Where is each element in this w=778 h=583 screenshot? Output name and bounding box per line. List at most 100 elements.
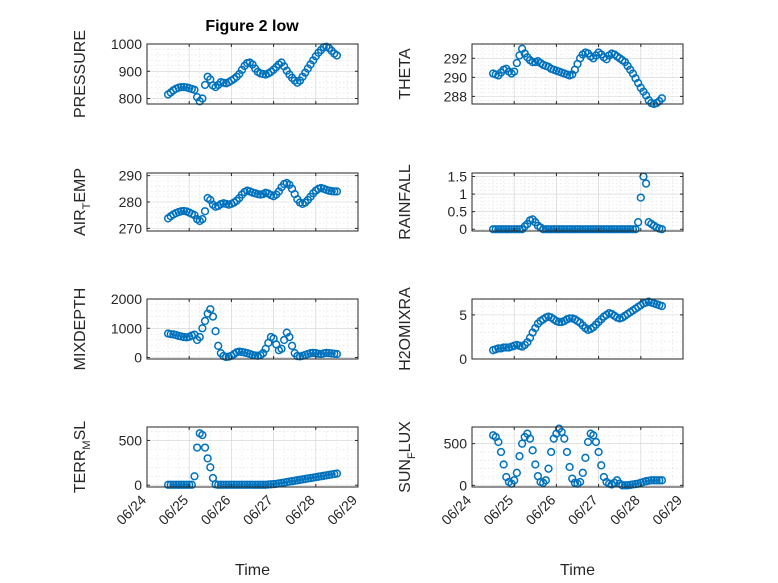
data-point — [507, 225, 516, 234]
y-tick-label: 280 — [119, 194, 143, 210]
data-point — [541, 225, 550, 234]
data-point — [332, 469, 342, 478]
data-point — [657, 301, 667, 311]
data-point — [620, 481, 630, 490]
x-tick-label: 06/27 — [240, 492, 276, 528]
data-point — [589, 225, 598, 234]
data-point — [578, 225, 587, 234]
x-tick-label: 06/25 — [480, 492, 516, 528]
x-tick-label: 06/29 — [324, 492, 360, 528]
data-point — [565, 314, 574, 323]
data-point — [229, 480, 239, 489]
data-point — [169, 480, 178, 489]
y-axis-label: SUNFLUX — [397, 421, 418, 493]
y-tick-label: 1.5 — [448, 169, 468, 185]
x-tick-label: 06/26 — [522, 492, 558, 528]
data-point — [494, 344, 503, 353]
series-markers — [163, 305, 342, 362]
data-point — [557, 225, 566, 234]
y-tick-label: 270 — [119, 220, 143, 236]
data-point — [528, 57, 537, 67]
data-point — [575, 477, 585, 487]
data-point — [198, 214, 207, 224]
data-point — [554, 225, 564, 234]
data-point — [657, 225, 667, 234]
series-markers — [163, 178, 342, 226]
data-point — [562, 447, 572, 457]
y-tick-label: 0 — [134, 350, 142, 366]
data-point — [264, 480, 273, 489]
data-point — [494, 437, 503, 447]
y-tick-label: 0 — [459, 221, 467, 237]
data-point — [171, 480, 181, 489]
data-point — [287, 341, 297, 350]
data-point — [589, 431, 598, 440]
data-point — [554, 317, 564, 327]
y-axis-label: TERRMSL — [72, 421, 93, 493]
data-point — [235, 480, 244, 489]
series-markers — [163, 429, 342, 489]
axes-box — [471, 426, 684, 488]
data-point — [502, 343, 511, 352]
series-markers — [488, 172, 667, 234]
data-point — [591, 225, 601, 234]
data-point — [618, 481, 627, 490]
y-tick-label: 1 — [459, 186, 467, 202]
data-point — [504, 225, 514, 234]
data-point — [216, 480, 226, 489]
data-point — [597, 225, 606, 234]
data-point — [198, 94, 207, 103]
data-point — [198, 324, 207, 333]
y-axis-label: MIXDEPTH — [72, 288, 89, 371]
data-point — [515, 452, 524, 461]
y-tick-label: 1000 — [111, 320, 142, 336]
data-point — [626, 225, 635, 234]
data-point — [203, 454, 212, 463]
data-point — [198, 430, 207, 440]
data-point — [187, 480, 196, 489]
data-point — [581, 453, 590, 462]
data-point — [512, 468, 521, 477]
data-point — [581, 225, 590, 234]
data-point — [245, 480, 255, 489]
x-tick-label: 06/26 — [197, 492, 233, 528]
data-point — [549, 225, 558, 234]
data-point — [206, 463, 215, 472]
data-point — [599, 225, 609, 234]
data-point — [237, 480, 247, 489]
x-tick-label: 06/28 — [607, 492, 643, 528]
data-point — [636, 193, 645, 202]
x-axis-label: Time — [235, 562, 270, 579]
data-point — [568, 225, 577, 234]
y-tick-label: 0 — [459, 351, 467, 367]
y-tick-label: 500 — [444, 436, 468, 452]
data-point — [211, 327, 220, 336]
plot-area — [147, 44, 358, 104]
data-point — [200, 316, 210, 326]
data-point — [502, 225, 511, 234]
subplot-5: 0 1000 2000 MIXDEPTH — [72, 288, 359, 371]
subplot-6: 0 5 H2OMIXRA — [397, 287, 684, 371]
data-point — [647, 476, 656, 485]
y-tick-label: 5 — [459, 307, 467, 323]
data-point — [192, 443, 202, 452]
data-point — [177, 480, 186, 489]
data-point — [190, 472, 199, 481]
data-point — [166, 480, 175, 489]
data-point — [546, 447, 556, 457]
data-point — [240, 480, 249, 489]
subplot-4: 00.5 11.5 RAINFALL — [397, 164, 684, 240]
data-point — [214, 480, 223, 489]
data-point — [512, 58, 521, 68]
x-axis-label: Time — [560, 562, 595, 579]
data-point — [539, 225, 548, 234]
data-point — [515, 51, 524, 60]
data-point — [560, 434, 569, 443]
axes-box — [471, 298, 684, 360]
data-point — [510, 225, 519, 234]
data-point — [620, 225, 630, 234]
data-point — [206, 305, 215, 314]
data-point — [544, 225, 553, 234]
data-point — [546, 225, 556, 234]
data-point — [655, 476, 664, 485]
